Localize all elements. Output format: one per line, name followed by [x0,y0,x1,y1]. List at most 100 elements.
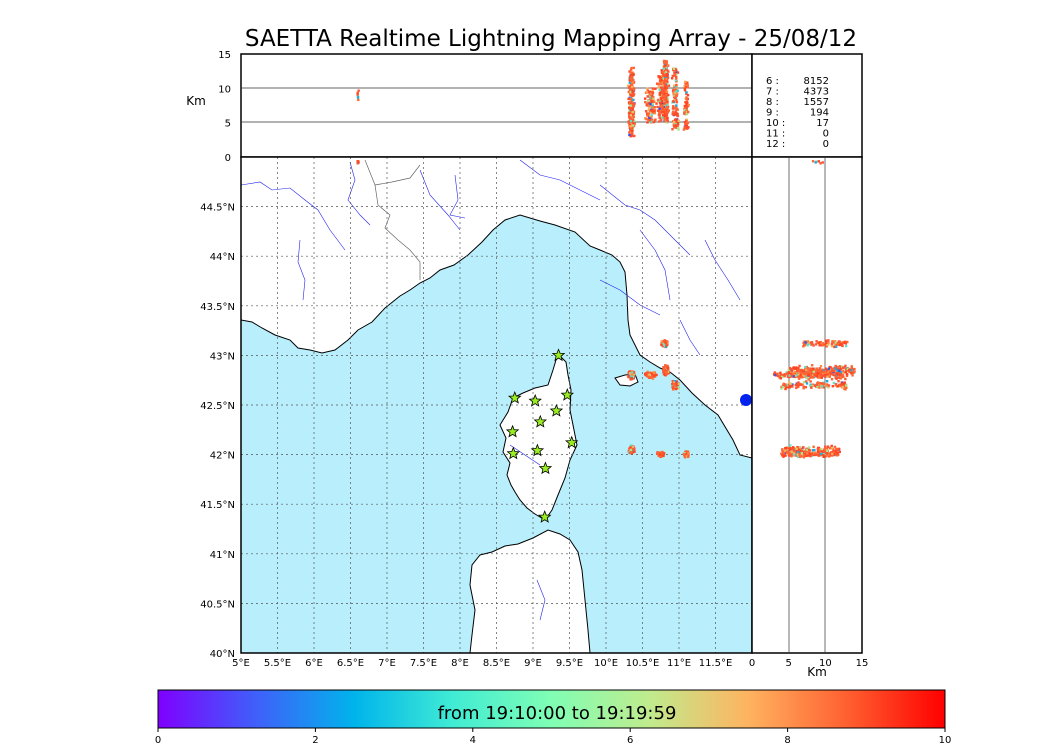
lightning-point [683,451,686,455]
lightning-point-alt-lon [685,104,689,107]
lightning-point-alt-lon [629,121,633,124]
lightning-point-alt-lat [816,448,819,451]
lightning-point-alt-lon [660,118,663,122]
lightning-point [674,387,678,391]
lightning-point-alt-lat [839,367,842,370]
lightning-point [629,446,632,449]
lightning-point-alt-lon [667,70,670,73]
legend-count: 17 [816,118,829,129]
lightning-point-alt-lon [653,106,656,109]
lightning-point-alt-lon [629,104,633,107]
lightning-point-alt-lat [817,373,821,377]
lightning-point-alt-lon [684,85,688,88]
lightning-point-alt-lat [812,445,815,448]
lightning-point-alt-lon [686,97,690,101]
lightning-point [632,373,636,377]
lightning-point-alt-lat [811,160,815,163]
lightning-point [630,374,633,378]
lightning-point-alt-lat [822,455,825,459]
lightning-point [665,344,668,347]
lightning-point-alt-lat [779,377,782,380]
lightning-point-alt-lat [783,374,786,378]
lightning-point-alt-lon [631,107,634,111]
lightning-point-alt-lat [807,341,811,344]
lightning-point-alt-lat [785,446,788,450]
lightning-point-alt-lat [839,377,842,380]
lightning-point-alt-lat [795,386,798,390]
lightning-point-alt-lon [629,98,632,101]
lightning-point-alt-lon [675,100,679,104]
lightning-point-alt-lon [662,89,665,93]
lightning-point-alt-lon [665,62,668,65]
lightning-point-alt-lon [661,94,665,97]
lightning-point-alt-lat [800,449,804,453]
lightning-point-alt-lon [672,105,675,108]
lightning-point-alt-lat [824,447,827,450]
lightning-point-alt-lat [834,341,837,344]
lightning-point-alt-lat [842,382,845,386]
lightning-point-alt-lat [797,381,800,384]
legend-station-label: 6 : [766,76,779,87]
lightning-point-alt-lon [673,88,676,91]
lightning-point-alt-lon [674,75,678,79]
lightning-point-alt-lon [676,124,680,127]
lightning-point-alt-lon [654,87,657,90]
lightning-point-alt-lon [629,93,633,97]
lightning-point [657,451,660,455]
lightning-point-alt-lat [827,367,831,370]
map-x-tick-label: 11°E [667,658,691,669]
lightning-point-alt-lon [647,102,650,105]
lightning-point-alt-lon [631,118,635,122]
lightning-point-alt-lat [792,453,796,456]
lightning-point-alt-lat [825,379,829,383]
lightning-point-alt-lat [830,378,834,381]
lightning-point-alt-lon [686,121,689,125]
lightning-point-alt-lat [786,375,790,378]
map-y-tick-label: 42°N [210,451,235,462]
lightning-point-alt-lon [632,124,635,127]
legend-frame [751,53,863,158]
lightning-point-alt-lat [812,374,815,377]
lightning-point-alt-lon [676,114,680,118]
lightning-point-alt-lon [662,110,665,114]
lightning-point-alt-lon [660,108,663,111]
lightning-point-alt-lon [662,103,666,106]
lightning-point-alt-lat [789,367,792,371]
lightning-point-alt-lat [821,344,824,347]
lightning-point [687,452,690,455]
lightning-point-alt-lat [795,447,798,451]
lightning-point-alt-lon [649,120,653,123]
lightning-point-alt-lon [651,91,654,95]
lightning-point-alt-lat [779,373,782,377]
lightning-point-alt-lon [684,83,687,86]
lightning-point-alt-lon [676,122,680,125]
lightning-point-alt-lat [787,383,790,386]
legend-station-label: 9 : [766,108,779,119]
lightning-point-alt-lon [633,102,636,106]
lightning-point-alt-lat [803,344,807,347]
lightning-point-alt-lon [646,87,649,90]
lightning-point [662,340,665,343]
lightning-point-alt-lon [686,85,689,89]
lightning-point-alt-lat [838,450,841,454]
lightning-point-alt-lon [674,71,678,74]
lightning-point-alt-lon [664,71,668,74]
lightning-point-alt-lon [644,110,648,113]
lightning-point-alt-lon [631,122,634,125]
lightning-point-alt-lat [841,371,845,375]
lightning-point-alt-lon [663,117,666,120]
lightning-point-alt-lon [666,119,669,123]
station-star-marker [506,446,521,460]
lightning-point-alt-lon [632,79,635,82]
lightning-point-alt-lat [796,383,799,386]
lightning-point-alt-lat [846,369,849,372]
lightning-point-alt-lat [792,366,795,370]
lightning-point-alt-lon [646,121,649,124]
lightning-point-alt-lat [792,448,795,452]
lightning-point-alt-lat [790,372,793,375]
lightning-point-alt-lat [788,386,792,389]
lightning-point-alt-lat [789,448,792,452]
legend-count: 4373 [804,87,829,98]
river [679,319,701,356]
